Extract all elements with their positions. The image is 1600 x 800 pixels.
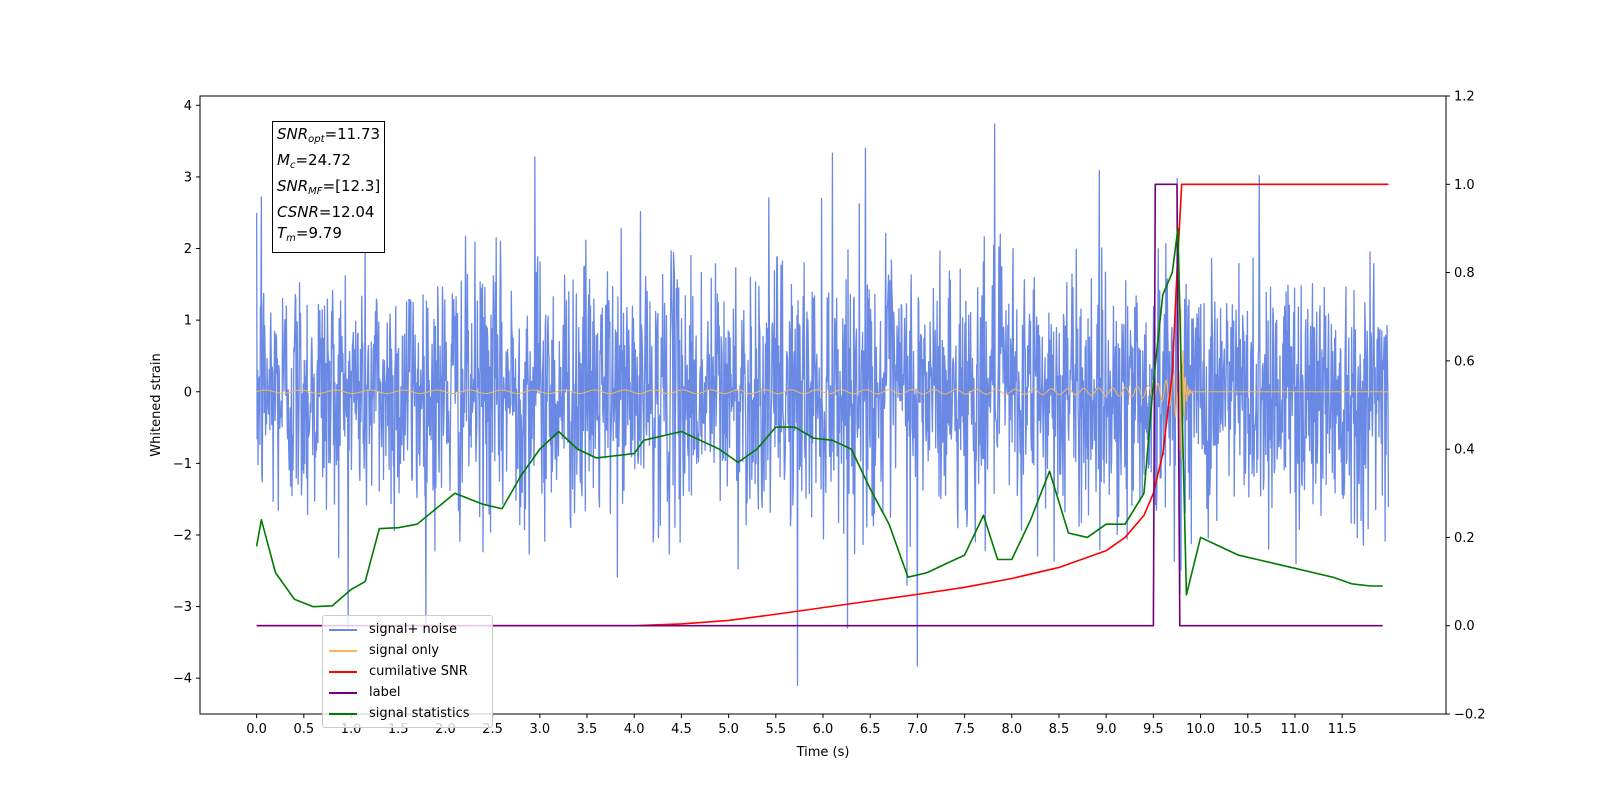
y-right-tick-label: 0.4 (1454, 443, 1475, 458)
x-tick-label: 11.5 (1328, 722, 1357, 737)
legend-swatch (329, 712, 357, 715)
y-left-tick-label: −3 (173, 600, 192, 615)
x-tick-label: 10.5 (1233, 722, 1262, 737)
x-tick-label: 6.5 (860, 722, 881, 737)
y-left-tick-label: −2 (173, 528, 192, 543)
y-right-tick-label: 0.0 (1454, 619, 1475, 634)
info-subscript: m (286, 233, 296, 244)
info-subscript: MF (308, 186, 323, 197)
y-axis-left-title: Whitened strain (149, 353, 164, 456)
x-tick-label: 8.5 (1049, 722, 1070, 737)
info-value: =12.04 (318, 203, 375, 221)
info-subscript: opt (308, 134, 325, 145)
y-axis-left: −4 −3 −2 −1 0 1 2 3 4 (173, 99, 200, 687)
series-cumilative-snr (256, 183, 1389, 627)
series-signal-only (256, 308, 1389, 459)
info-symbol: SNR (277, 125, 309, 143)
x-axis-title: Time (s) (796, 745, 850, 760)
info-line: Mc=24.72 (277, 150, 380, 176)
info-box: SNRopt=11.73 Mc=24.72 SNRMF=[12.3] CSNR=12.… (272, 121, 386, 253)
y-axis-right: −0.2 0.0 0.2 0.4 0.6 0.8 1.0 1.2 (1446, 90, 1486, 723)
x-tick-label: 0.0 (246, 722, 267, 737)
legend-item: label (329, 682, 486, 703)
legend-label: label (369, 685, 401, 700)
y-right-tick-label: 0.2 (1454, 531, 1475, 546)
info-line: SNRopt=11.73 (277, 124, 380, 150)
y-left-tick-label: −1 (173, 457, 192, 472)
y-left-tick-label: −4 (173, 672, 192, 687)
y-right-tick-label: 0.6 (1454, 354, 1475, 369)
x-tick-label: 9.5 (1143, 722, 1164, 737)
x-tick-label: 11.0 (1280, 722, 1309, 737)
legend-swatch (329, 670, 357, 673)
series-layer (255, 123, 1390, 687)
series-label (256, 183, 1383, 627)
info-symbol: CSNR (277, 203, 319, 221)
y-left-tick-label: 1 (184, 314, 192, 329)
info-value: =24.72 (295, 151, 351, 169)
legend: signal+ noise signal only cumilative SNR la… (322, 615, 493, 728)
x-tick-label: 4.0 (624, 722, 645, 737)
info-value: =9.79 (295, 224, 342, 242)
legend-item: cumilative SNR (329, 661, 486, 682)
info-value: =11.73 (324, 125, 381, 143)
legend-swatch (329, 628, 357, 631)
x-tick-label: 6.0 (813, 722, 834, 737)
x-tick-label: 3.5 (577, 722, 598, 737)
x-tick-label: 4.5 (671, 722, 692, 737)
info-symbol: SNR (277, 177, 309, 195)
info-line: SNRMF=[12.3] (277, 176, 380, 202)
x-tick-label: 7.5 (954, 722, 975, 737)
legend-item: signal+ noise (329, 619, 486, 640)
x-tick-label: 0.5 (293, 722, 314, 737)
legend-item: signal statistics (329, 703, 486, 724)
info-symbol: T (277, 224, 287, 242)
series-signal-noise (255, 123, 1390, 687)
info-symbol: M (277, 151, 290, 169)
info-value: =[12.3] (322, 177, 381, 195)
legend-label: signal only (369, 643, 440, 658)
y-right-tick-label: 0.8 (1454, 266, 1475, 281)
y-left-tick-label: 4 (184, 99, 192, 114)
legend-label: signal+ noise (369, 622, 458, 637)
x-tick-label: 8.0 (1001, 722, 1022, 737)
x-tick-label: 5.5 (765, 722, 786, 737)
info-subscript: c (289, 160, 296, 171)
legend-swatch (329, 691, 357, 694)
x-tick-label: 3.0 (529, 722, 550, 737)
y-left-tick-label: 3 (184, 170, 192, 185)
legend-label: cumilative SNR (369, 664, 468, 679)
legend-swatch (329, 649, 357, 652)
x-tick-label: 7.0 (907, 722, 928, 737)
x-tick-label: 5.0 (718, 722, 739, 737)
y-right-tick-label: 1.0 (1454, 178, 1475, 193)
series-signal-statistics (255, 227, 1383, 608)
info-line: CSNR=12.04 (277, 202, 380, 223)
y-left-tick-label: 0 (184, 385, 192, 400)
y-left-tick-label: 2 (184, 242, 192, 257)
info-line: Tm=9.79 (277, 223, 380, 249)
x-tick-label: 9.0 (1096, 722, 1117, 737)
x-tick-label: 10.0 (1186, 722, 1215, 737)
y-right-tick-label: 1.2 (1454, 90, 1475, 105)
legend-label: signal statistics (369, 706, 470, 721)
legend-item: signal only (329, 640, 486, 661)
y-right-tick-label: −0.2 (1454, 708, 1486, 723)
